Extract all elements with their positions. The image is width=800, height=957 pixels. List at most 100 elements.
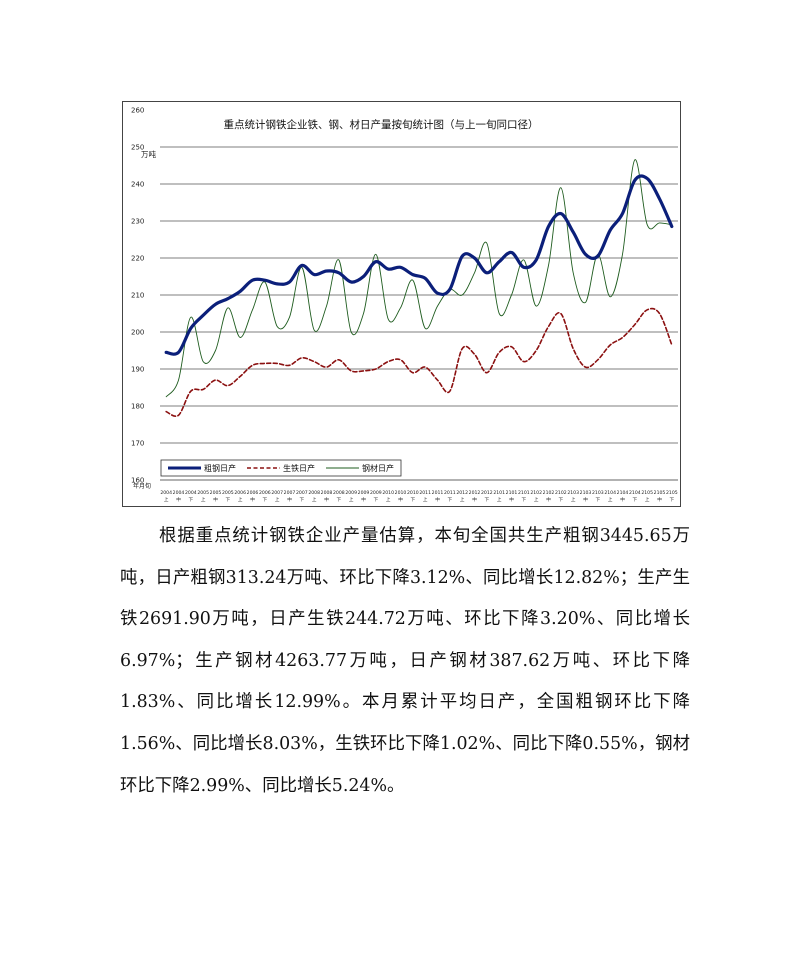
- x-tick-period: 2010: [407, 490, 419, 496]
- x-tick-dekad: 下: [559, 497, 564, 503]
- y-tick-label: 190: [131, 366, 144, 374]
- x-tick-dekad: 上: [349, 496, 354, 503]
- x-tick-dekad: 上: [645, 496, 650, 503]
- gridlines: [160, 146, 678, 481]
- x-tick-period: 2104: [629, 490, 641, 496]
- x-tick-period: 2009: [358, 490, 370, 496]
- x-tick-dekad: 下: [226, 497, 231, 503]
- x-tick-period: 2103: [592, 490, 604, 496]
- x-tick-period: 2103: [567, 490, 579, 496]
- x-tick-dekad: 下: [448, 497, 453, 503]
- x-tick-period: 2008: [321, 490, 333, 496]
- x-tick-period: 2007: [271, 490, 283, 496]
- x-tick-dekad: 上: [423, 496, 428, 503]
- x-tick-dekad: 上: [201, 496, 206, 503]
- y-tick-label: 240: [131, 181, 144, 189]
- y-tick-label: 200: [131, 329, 144, 337]
- x-tick-dekad: 中: [324, 496, 329, 503]
- x-tick-dekad: 上: [164, 496, 169, 503]
- x-tick-dekad: 下: [596, 497, 601, 503]
- chart-frame: 160 170 180 190 200 210 220 230 240 250 260 2004 上 2…: [122, 101, 681, 507]
- y-tick-label: 160: [131, 477, 144, 485]
- x-tick-period: 2012: [456, 490, 468, 496]
- x-axis-ticks: 2004上2004中2004下2005上2005中2005下2006上2006中…: [160, 490, 677, 503]
- x-tick-period: 2102: [530, 490, 542, 496]
- x-tick-dekad: 上: [534, 496, 539, 503]
- x-tick-period: 2008: [308, 490, 320, 496]
- x-tick-dekad: 中: [657, 496, 662, 503]
- x-tick-dekad: 中: [287, 496, 292, 503]
- x-tick-dekad: 中: [509, 496, 514, 503]
- y-tick-label: 180: [131, 403, 144, 411]
- legend-label-steel-products: 钢材日产: [362, 463, 394, 473]
- x-tick-dekad: 上: [497, 496, 502, 503]
- x-tick-period: 2004: [185, 490, 197, 496]
- x-tick-period: 2006: [234, 490, 246, 496]
- x-tick-period: 2012: [481, 490, 493, 496]
- legend-box: [160, 459, 402, 477]
- x-tick-period: 2010: [395, 490, 407, 496]
- x-tick-dekad: 下: [337, 497, 342, 503]
- x-tick-dekad: 上: [386, 496, 391, 503]
- y-tick-label: 220: [131, 255, 144, 263]
- x-tick-period: 2105: [654, 490, 666, 496]
- body-paragraph: 根据重点统计钢铁企业产量估算，本旬全国共生产粗钢3445.65万吨，日产粗钢31…: [120, 516, 690, 807]
- x-tick-period: 2005: [210, 490, 222, 496]
- legend-label-pig-iron: 生铁日产: [283, 463, 315, 473]
- x-tick-period: 2010: [382, 490, 394, 496]
- x-tick-period: 2009: [370, 490, 382, 496]
- x-tick-period: 2004: [160, 490, 172, 496]
- y-tick-label: 260: [131, 107, 144, 115]
- x-tick-dekad: 中: [472, 496, 477, 503]
- x-tick-dekad: 上: [608, 496, 613, 503]
- x-tick-period: 2102: [543, 490, 555, 496]
- x-tick-dekad: 中: [398, 496, 403, 503]
- x-tick-period: 2006: [259, 490, 271, 496]
- x-tick-period: 2011: [432, 490, 444, 496]
- x-tick-dekad: 中: [361, 496, 366, 503]
- y-tick-label: 230: [131, 218, 144, 226]
- x-tick-dekad: 中: [620, 496, 625, 503]
- chart-title: 重点统计钢铁企业铁、钢、材日产量按旬统计图（与上一旬同口径）: [224, 118, 539, 131]
- x-tick-period: 2101: [506, 490, 518, 496]
- x-tick-dekad: 中: [250, 496, 255, 503]
- x-tick-dekad: 中: [546, 496, 551, 503]
- x-tick-dekad: 上: [571, 496, 576, 503]
- legend: 粗钢日产 生铁日产 钢材日产: [160, 459, 402, 477]
- x-tick-dekad: 下: [633, 497, 638, 503]
- series-crude-steel: [164, 174, 674, 356]
- x-tick-period: 2103: [580, 490, 592, 496]
- x-tick-period: 2104: [617, 490, 629, 496]
- series-steel-products: [165, 159, 673, 398]
- x-tick-period: 2005: [222, 490, 234, 496]
- x-tick-period: 2105: [666, 490, 678, 496]
- x-tick-period: 2007: [284, 490, 296, 496]
- series-pig-iron: [165, 307, 673, 417]
- x-tick-dekad: 中: [583, 496, 588, 503]
- x-tick-dekad: 下: [263, 497, 268, 503]
- y-axis-label: 万吨: [141, 149, 156, 159]
- series-lines: [164, 159, 674, 417]
- x-tick-period: 2102: [555, 490, 567, 496]
- x-tick-dekad: 下: [374, 497, 379, 503]
- x-tick-period: 2009: [345, 490, 357, 496]
- x-tick-period: 2011: [419, 490, 431, 496]
- x-tick-period: 2101: [518, 490, 530, 496]
- y-tick-label: 250: [131, 144, 144, 152]
- x-tick-period: 2006: [247, 490, 259, 496]
- y-tick-label: 170: [131, 440, 144, 448]
- x-tick-dekad: 中: [176, 496, 181, 503]
- body-text: 根据重点统计钢铁企业产量估算，本旬全国共生产粗钢3445.65万吨，日产粗钢31…: [120, 526, 690, 796]
- x-tick-period: 2104: [604, 490, 616, 496]
- x-tick-period: 2101: [493, 490, 505, 496]
- legend-label-crude-steel: 粗钢日产: [204, 463, 236, 473]
- x-tick-period: 2011: [444, 490, 456, 496]
- x-tick-dekad: 下: [189, 497, 194, 503]
- x-tick-dekad: 下: [300, 497, 305, 503]
- x-tick-dekad: 上: [275, 496, 280, 503]
- x-tick-period: 2007: [296, 490, 308, 496]
- y-tick-label: 210: [131, 292, 144, 300]
- x-tick-dekad: 上: [312, 496, 317, 503]
- y-axis-ticks: 160 170 180 190 200 210 220 230 240 250 260: [131, 107, 144, 485]
